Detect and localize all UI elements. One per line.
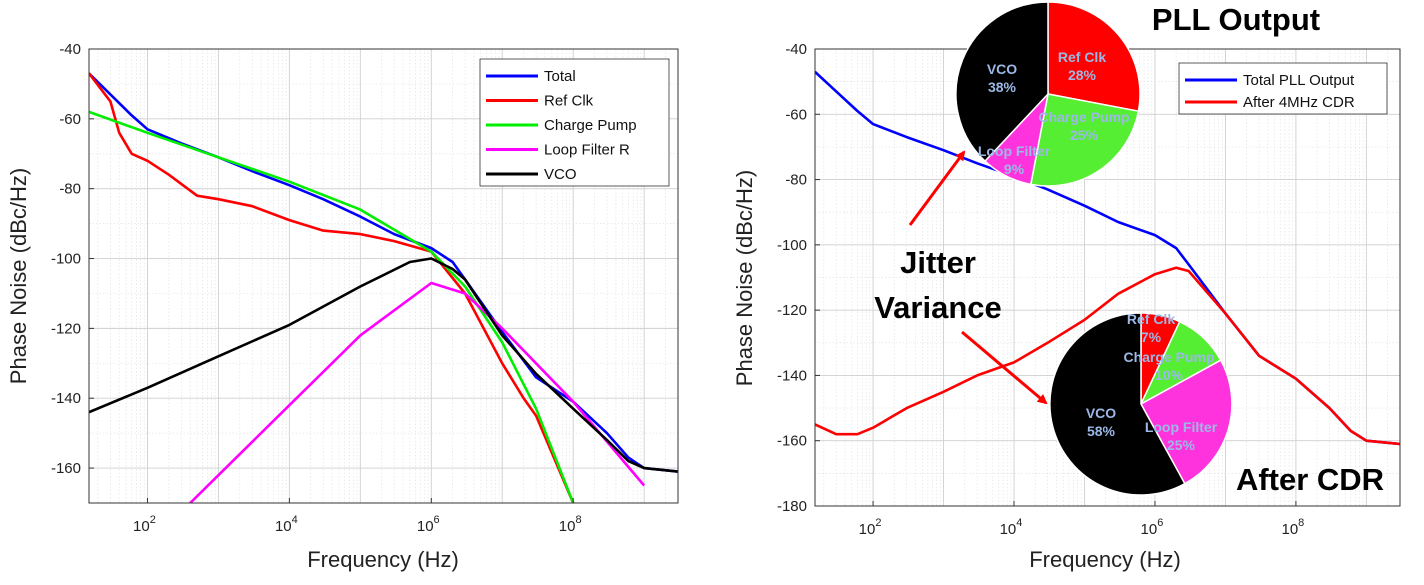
- pie-slice-percent: 58%: [1087, 423, 1116, 439]
- pie-slice-percent: 25%: [1070, 127, 1099, 143]
- y-tick-label: -40: [59, 41, 81, 58]
- legend-label: VCO: [544, 166, 577, 183]
- x-tick-label: 108: [1281, 517, 1304, 538]
- pie-slice-label: Loop Filter: [1145, 419, 1218, 435]
- pie-slice-charge-pump: [1029, 93, 1140, 187]
- pie-slice-percent: 7%: [1141, 329, 1162, 345]
- x-tick-label: 108: [559, 514, 582, 535]
- legend-label: Charge Pump: [544, 117, 637, 134]
- left-x-ticks: 102 104 106 108: [133, 498, 582, 535]
- pie-slice-label: Charge Pump: [1123, 349, 1214, 365]
- right-y-axis-title: Phase Noise (dBc/Hz): [732, 170, 757, 386]
- pll-output-pie-chart: Ref Clk 28% Charge Pump 25% Loop Filter 9% VCO…: [955, 1, 1141, 187]
- y-tick-label: -180: [777, 498, 807, 515]
- x-tick-label: 102: [133, 514, 156, 535]
- left-series-layer: [89, 72, 678, 503]
- legend-label: After 4MHz CDR: [1243, 94, 1355, 111]
- y-tick-label: -80: [59, 181, 81, 198]
- y-tick-label: -120: [777, 302, 807, 319]
- right-series-layer: [815, 70, 1400, 446]
- legend-label: Total PLL Output: [1243, 72, 1355, 89]
- legend-label: Loop Filter R: [544, 142, 630, 159]
- x-tick-label: 106: [417, 514, 440, 535]
- series-line-ref-clk: [89, 72, 575, 503]
- series-line-after-4mhz-cdr: [815, 266, 1400, 446]
- y-tick-label: -100: [51, 251, 81, 268]
- right-legend-box: [1178, 62, 1388, 115]
- left-y-axis-title: Phase Noise (dBc/Hz): [6, 168, 31, 384]
- jitter-annotation-line2: Variance: [874, 290, 1002, 325]
- pie-slice-vco: [955, 1, 1049, 163]
- legend-label: Ref Clk: [544, 93, 594, 110]
- pie-slice-label: Ref Clk: [1127, 311, 1175, 327]
- y-tick-label: -160: [777, 433, 807, 450]
- arrow-to-pll-pie: [908, 150, 966, 226]
- y-tick-label: -100: [777, 237, 807, 254]
- pie-slice-percent: 28%: [1068, 67, 1097, 83]
- pie-slice-percent: 38%: [988, 79, 1017, 95]
- series-line-total: [89, 72, 678, 473]
- left-phase-noise-chart: -40 -60 -80 -100 -120 -140 -160 102 104 106 108 F…: [6, 41, 679, 572]
- series-line-loop-filter-r: [189, 281, 646, 503]
- x-tick-label: 104: [1000, 517, 1023, 538]
- left-x-axis-title: Frequency (Hz): [307, 547, 459, 572]
- y-tick-label: -60: [59, 111, 81, 128]
- left-legend-box: [479, 58, 670, 187]
- left-plot-frame: [88, 48, 679, 504]
- right-x-ticks: 102 104 106 108: [859, 501, 1304, 538]
- right-y-ticks: -40 -60 -80 -100 -120 -140 -160 -180: [777, 41, 820, 515]
- pie-slice-percent: 10%: [1155, 367, 1184, 383]
- after-cdr-pie-chart: Ref Clk 7% Charge Pump 10% Loop Filter 25% VCO…: [1049, 311, 1233, 496]
- pie-slice-label: Loop Filter: [978, 143, 1051, 159]
- y-tick-label: -160: [51, 460, 81, 477]
- jitter-annotation-line1: Jitter: [900, 245, 976, 280]
- y-tick-label: -120: [51, 320, 81, 337]
- x-tick-label: 102: [859, 517, 882, 538]
- y-tick-label: -40: [785, 41, 807, 58]
- pie-slice-label: Ref Clk: [1058, 49, 1106, 65]
- legend-label: Total: [544, 68, 576, 85]
- pie-slice-percent: 25%: [1167, 437, 1196, 453]
- right-legend: Total PLL Output After 4MHz CDR: [1178, 62, 1388, 115]
- arrow-to-cdr-pie: [961, 330, 1048, 405]
- x-tick-label: 104: [275, 514, 298, 535]
- pie-slice-label: Charge Pump: [1038, 109, 1129, 125]
- after-cdr-pie-title: After CDR: [1236, 462, 1384, 497]
- pie-slice-percent: 9%: [1004, 161, 1025, 177]
- left-y-ticks: -40 -60 -80 -100 -120 -140 -160: [51, 41, 94, 477]
- y-tick-label: -80: [785, 172, 807, 189]
- pie-slice-label: VCO: [1086, 405, 1116, 421]
- pie-slice-vco: [1049, 312, 1186, 496]
- pie-slice-loop-filter: [1139, 359, 1233, 485]
- pll-output-pie-title: PLL Output: [1152, 2, 1320, 37]
- y-tick-label: -140: [777, 367, 807, 384]
- pie-slice-label: VCO: [987, 61, 1017, 77]
- left-legend: Total Ref Clk Charge Pump Loop Filter R VCO: [479, 58, 670, 187]
- right-x-axis-title: Frequency (Hz): [1029, 547, 1181, 572]
- series-line-charge-pump: [89, 110, 575, 503]
- pie-slice-ref-clk: [1047, 1, 1141, 113]
- series-line-vco: [89, 257, 678, 473]
- y-tick-label: -60: [785, 106, 807, 123]
- x-tick-label: 106: [1141, 517, 1164, 538]
- y-tick-label: -140: [51, 390, 81, 407]
